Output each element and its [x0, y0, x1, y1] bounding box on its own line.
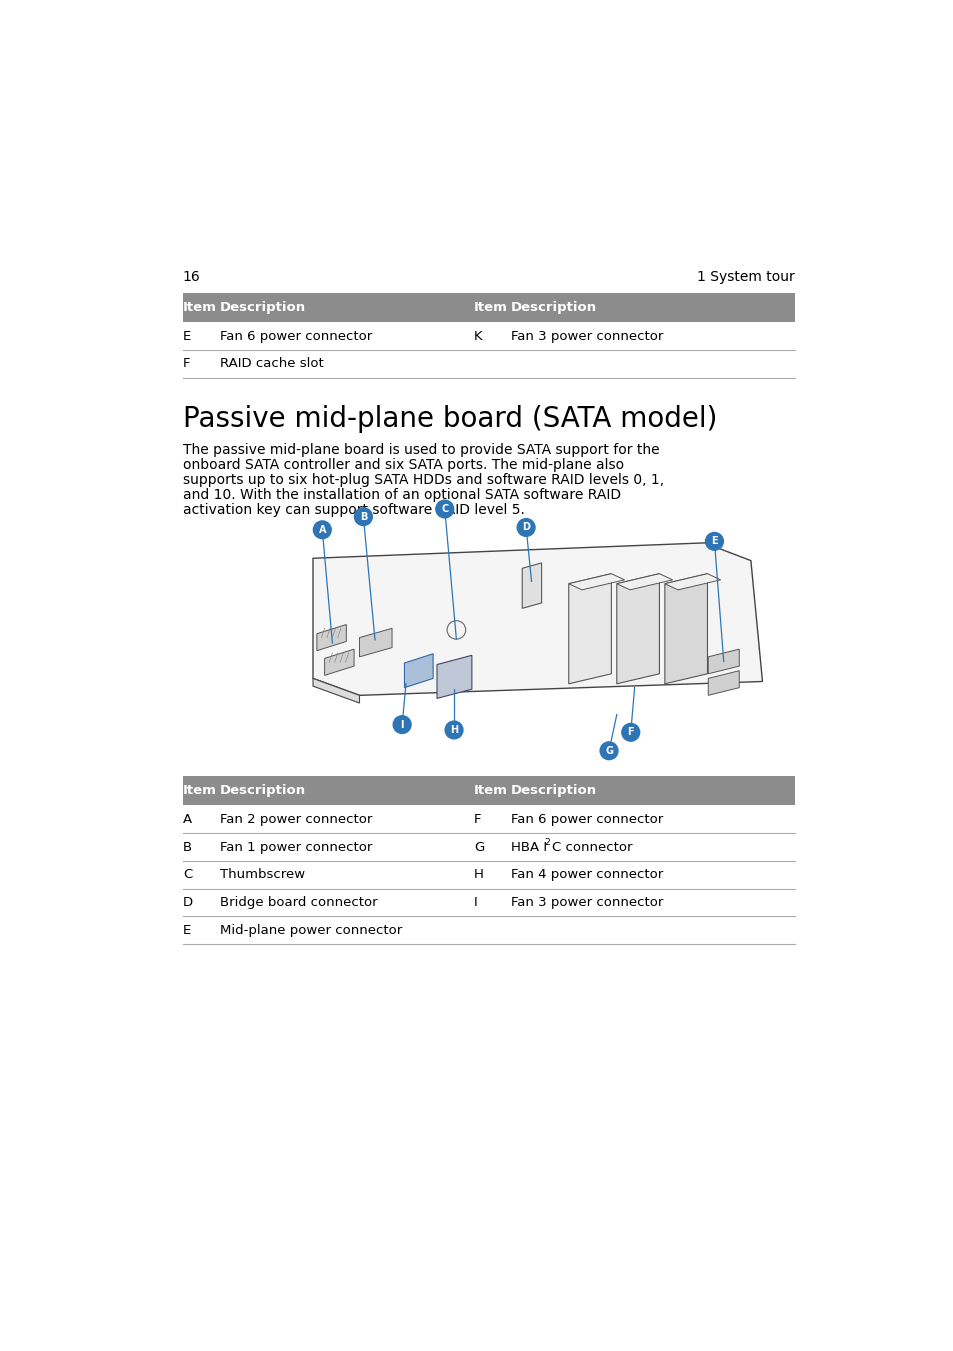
- Text: H: H: [474, 869, 483, 881]
- Text: 1 System tour: 1 System tour: [697, 270, 794, 284]
- Polygon shape: [313, 678, 359, 703]
- Text: Fan 4 power connector: Fan 4 power connector: [510, 869, 662, 881]
- Polygon shape: [436, 655, 472, 698]
- Text: Passive mid-plane board (SATA model): Passive mid-plane board (SATA model): [183, 405, 717, 432]
- Polygon shape: [324, 648, 354, 676]
- Text: Item: Item: [474, 785, 508, 797]
- Text: Description: Description: [220, 785, 306, 797]
- Circle shape: [436, 500, 454, 517]
- Bar: [183, 777, 794, 805]
- Text: C: C: [183, 869, 192, 881]
- Text: The passive mid-plane board is used to provide SATA support for the: The passive mid-plane board is used to p…: [183, 443, 659, 457]
- Polygon shape: [404, 654, 433, 688]
- Polygon shape: [707, 648, 739, 674]
- Text: Bridge board connector: Bridge board connector: [220, 896, 377, 909]
- Circle shape: [393, 716, 411, 734]
- Polygon shape: [664, 574, 720, 590]
- Circle shape: [313, 521, 331, 539]
- Bar: [183, 293, 794, 323]
- Polygon shape: [707, 670, 739, 696]
- Text: Fan 6 power connector: Fan 6 power connector: [220, 330, 372, 343]
- Circle shape: [705, 532, 722, 550]
- Text: Item: Item: [183, 301, 216, 315]
- Text: Fan 1 power connector: Fan 1 power connector: [220, 840, 372, 854]
- Text: RAID cache slot: RAID cache slot: [220, 358, 323, 370]
- Text: K: K: [474, 330, 482, 343]
- Text: Fan 2 power connector: Fan 2 power connector: [220, 813, 372, 825]
- Circle shape: [621, 723, 639, 742]
- Polygon shape: [664, 574, 707, 684]
- Text: G: G: [474, 840, 484, 854]
- Text: I: I: [400, 720, 403, 730]
- Polygon shape: [521, 563, 541, 608]
- Text: onboard SATA controller and six SATA ports. The mid-plane also: onboard SATA controller and six SATA por…: [183, 458, 623, 473]
- Text: HBA I: HBA I: [510, 840, 546, 854]
- Text: A: A: [183, 813, 192, 825]
- Text: Description: Description: [510, 785, 597, 797]
- Text: Item: Item: [474, 301, 508, 315]
- Polygon shape: [568, 574, 611, 684]
- Text: Fan 3 power connector: Fan 3 power connector: [510, 330, 662, 343]
- Circle shape: [517, 519, 535, 536]
- Text: C: C: [440, 504, 448, 513]
- Text: Item: Item: [183, 785, 216, 797]
- Text: C connector: C connector: [552, 840, 632, 854]
- Text: F: F: [474, 813, 481, 825]
- Polygon shape: [568, 574, 624, 590]
- Text: Thumbscrew: Thumbscrew: [220, 869, 305, 881]
- Text: supports up to six hot-plug SATA HDDs and software RAID levels 0, 1,: supports up to six hot-plug SATA HDDs an…: [183, 473, 663, 488]
- Text: A: A: [318, 524, 326, 535]
- Polygon shape: [617, 574, 672, 590]
- Text: activation key can support software RAID level 5.: activation key can support software RAID…: [183, 503, 524, 517]
- Text: F: F: [183, 358, 190, 370]
- Text: E: E: [183, 924, 191, 936]
- Text: Description: Description: [220, 301, 306, 315]
- Circle shape: [355, 508, 372, 526]
- Text: Fan 3 power connector: Fan 3 power connector: [510, 896, 662, 909]
- Text: H: H: [450, 725, 457, 735]
- Text: B: B: [183, 840, 192, 854]
- Text: 2: 2: [544, 839, 550, 847]
- Text: F: F: [627, 727, 634, 738]
- Polygon shape: [617, 574, 659, 684]
- Circle shape: [599, 742, 618, 759]
- Polygon shape: [359, 628, 392, 657]
- Text: D: D: [521, 523, 530, 532]
- Text: Description: Description: [510, 301, 597, 315]
- Polygon shape: [313, 543, 761, 696]
- Circle shape: [445, 721, 462, 739]
- Text: E: E: [710, 536, 717, 546]
- Text: Mid-plane power connector: Mid-plane power connector: [220, 924, 402, 936]
- Text: 16: 16: [183, 270, 200, 284]
- Text: Fan 6 power connector: Fan 6 power connector: [510, 813, 662, 825]
- Text: G: G: [604, 746, 613, 755]
- Text: B: B: [359, 512, 367, 521]
- Text: I: I: [474, 896, 477, 909]
- Text: E: E: [183, 330, 191, 343]
- Text: D: D: [183, 896, 193, 909]
- Polygon shape: [316, 624, 346, 651]
- Text: and 10. With the installation of an optional SATA software RAID: and 10. With the installation of an opti…: [183, 488, 620, 503]
